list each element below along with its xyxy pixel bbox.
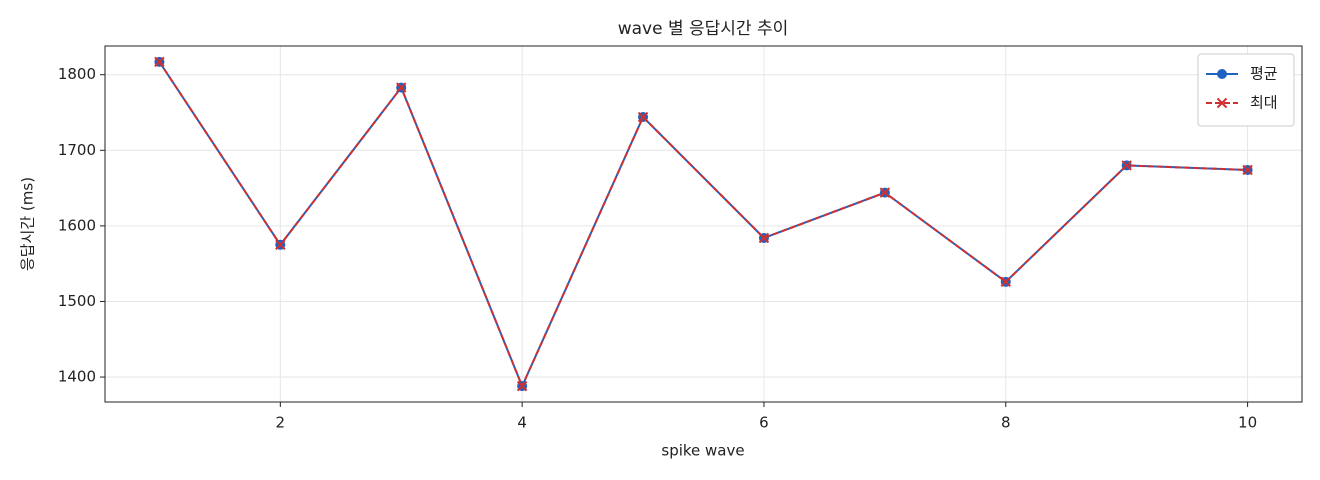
series xyxy=(154,56,1253,392)
x-tick-label: 2 xyxy=(276,414,286,432)
point xyxy=(1121,160,1132,171)
point xyxy=(1000,276,1011,288)
legend-marker xyxy=(1217,69,1227,79)
x-tick-label: 4 xyxy=(517,414,527,432)
line xyxy=(158,61,1248,389)
y-tick-label: 1500 xyxy=(58,292,96,310)
line xyxy=(158,61,1248,389)
y-tick-label: 1700 xyxy=(58,141,96,159)
point xyxy=(637,111,649,123)
x-tick-label: 10 xyxy=(1238,414,1257,432)
x-tick-label: 6 xyxy=(759,414,769,432)
y-tick-label: 1800 xyxy=(58,65,96,83)
plot-frame xyxy=(104,45,1303,403)
y-axis-label: 응답시간 (ms) xyxy=(19,177,37,271)
point xyxy=(758,232,770,244)
point xyxy=(516,380,528,392)
point xyxy=(396,82,407,93)
chart-title: wave 별 응답시간 추이 xyxy=(618,19,789,39)
point xyxy=(275,239,286,250)
y-tick-label: 1600 xyxy=(58,216,96,234)
point xyxy=(1242,164,1253,176)
y-tick-label: 1400 xyxy=(58,368,96,386)
point xyxy=(879,187,891,198)
x-axis-label: spike wave xyxy=(661,442,744,460)
point xyxy=(154,56,165,68)
legend-label: 평균 xyxy=(1250,65,1278,83)
legend-box xyxy=(1197,53,1295,127)
series xyxy=(154,56,1253,392)
legend-marker xyxy=(1216,97,1228,109)
legend-label: 최대 xyxy=(1250,94,1278,112)
x-tick-label: 8 xyxy=(1001,414,1011,432)
